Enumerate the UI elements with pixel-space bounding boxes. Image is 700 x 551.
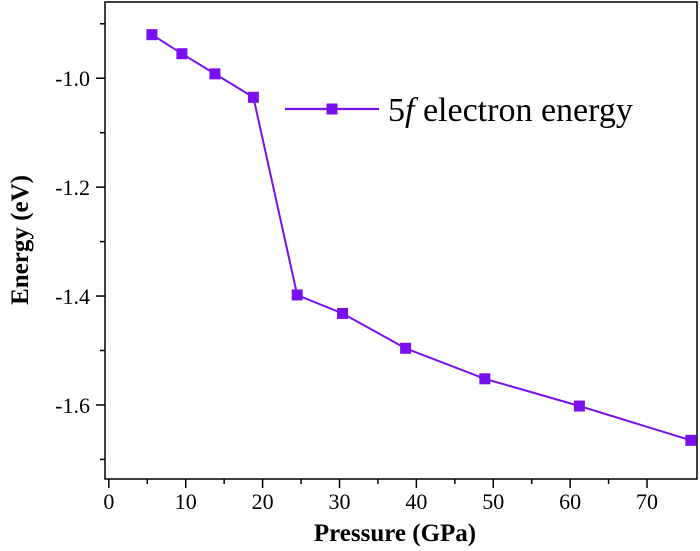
legend-label-suffix: electron energy [414, 92, 632, 129]
data-point [291, 289, 303, 301]
x-tick-label: 0 [103, 489, 114, 514]
legend-label: 5f electron energy [388, 92, 633, 129]
x-tick-label: 40 [405, 489, 427, 514]
plot-area [104, 1, 698, 480]
plot-frame [104, 1, 698, 480]
legend: 5f electron energy [285, 92, 633, 129]
data-point [146, 29, 158, 41]
y-tick-label: -1.0 [55, 66, 90, 91]
x-tick-label: 60 [559, 489, 581, 514]
x-tick-label: 10 [175, 489, 197, 514]
legend-marker [326, 103, 338, 115]
data-point [685, 434, 697, 446]
data-point [400, 342, 412, 354]
data-point [209, 68, 221, 80]
x-axis-title: Pressure (GPa) [314, 520, 476, 547]
y-tick-label: -1.6 [55, 393, 90, 418]
series-layer [146, 29, 697, 446]
y-axis-ticks: -1.0 -1.2 -1.4 -1.6 [55, 23, 105, 461]
x-tick-label: 20 [252, 489, 274, 514]
x-tick-label: 70 [636, 489, 658, 514]
y-tick-label: -1.2 [55, 175, 90, 200]
data-point [247, 91, 259, 103]
y-tick-label: -1.4 [55, 284, 90, 309]
series-line [151, 33, 692, 442]
y-axis-title: Energy (eV) [7, 175, 34, 305]
legend-label-prefix: 5 [388, 92, 405, 129]
x-tick-label: 50 [482, 489, 504, 514]
x-axis-ticks: 0 10 20 30 40 50 60 70 [103, 479, 658, 514]
x-tick-label: 30 [328, 489, 350, 514]
data-point [176, 48, 188, 60]
data-point [337, 307, 349, 319]
data-point [573, 400, 585, 412]
data-point [479, 373, 491, 385]
